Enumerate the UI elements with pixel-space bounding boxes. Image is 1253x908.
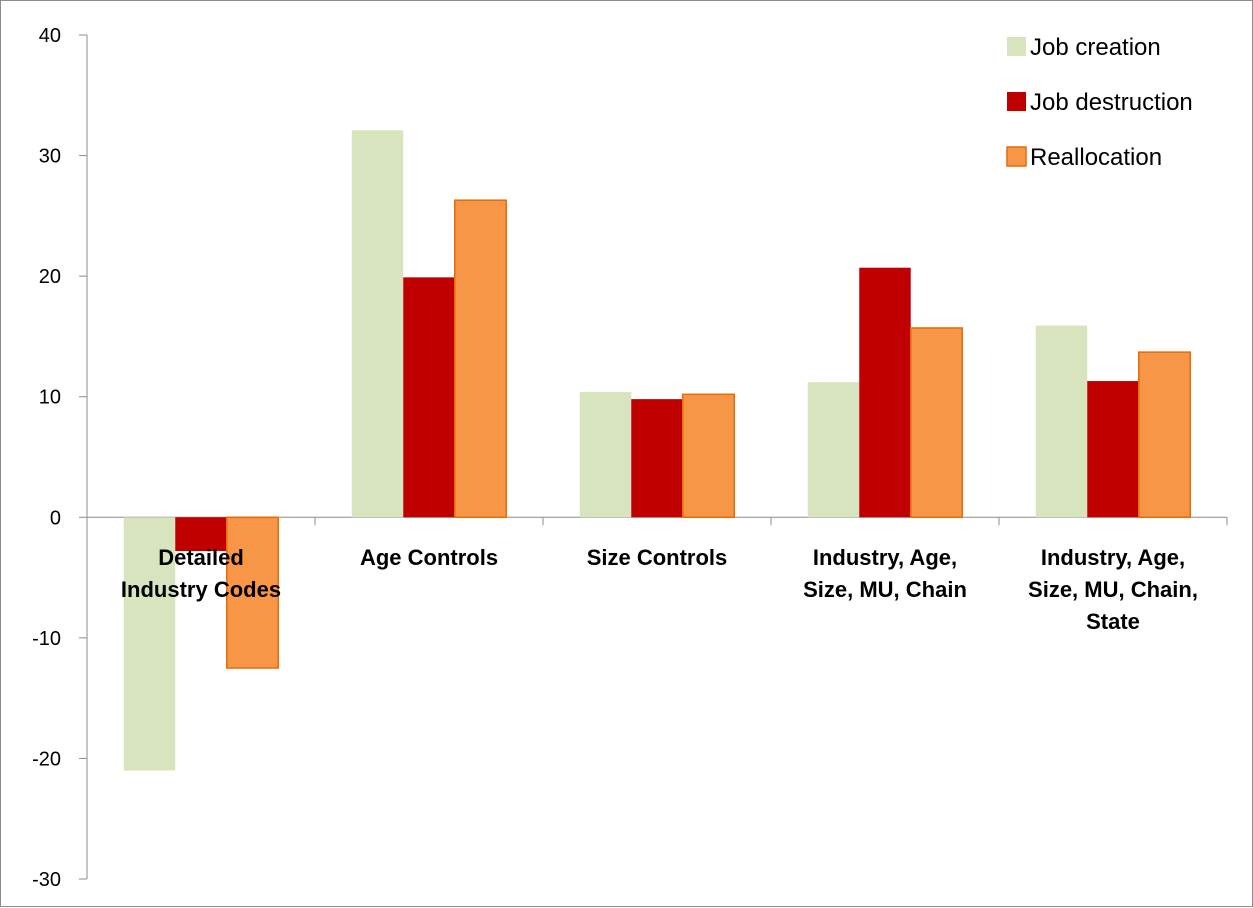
legend-label: Job creation <box>1030 34 1161 61</box>
bar-job-creation <box>1035 325 1088 518</box>
bar-job-creation <box>123 517 176 771</box>
y-tick-label: -30 <box>32 869 61 891</box>
category-label: Size, MU, Chain, <box>1028 577 1198 602</box>
bar-reallocation <box>910 327 963 519</box>
category-label: Industry, Age, <box>813 545 957 570</box>
bar-job-destruction <box>403 277 455 518</box>
bar-job-destruction <box>631 399 683 518</box>
bar-job-creation <box>579 391 632 518</box>
bars <box>123 130 1191 771</box>
category-label: Detailed <box>158 545 244 570</box>
bar-job-destruction <box>1087 381 1139 518</box>
category-label: Industry, Age, <box>1041 545 1185 570</box>
category-label: Age Controls <box>360 545 498 570</box>
y-tick-label: 10 <box>39 387 61 409</box>
bar-reallocation <box>1138 351 1191 519</box>
bar-job-destruction <box>859 267 911 518</box>
y-tick-label: 40 <box>39 25 61 47</box>
category-label: State <box>1086 609 1140 634</box>
legend: Job creation Job destruction Reallocation <box>1006 34 1193 171</box>
bar-reallocation <box>226 516 279 669</box>
y-tick-label: -10 <box>32 628 61 650</box>
bar-reallocation <box>682 393 735 519</box>
legend-label: Reallocation <box>1030 144 1162 171</box>
y-tick-label: 0 <box>50 507 61 529</box>
legend-swatch <box>1007 92 1026 111</box>
y-tick-label: -20 <box>32 748 61 770</box>
category-label: Size Controls <box>587 545 728 570</box>
y-tick-label: 30 <box>39 146 61 168</box>
y-tick-label: 20 <box>39 266 61 288</box>
bar-job-creation <box>351 130 404 518</box>
legend-label: Job destruction <box>1030 89 1193 116</box>
bar-job-destruction <box>175 517 227 552</box>
legend-swatch <box>1006 146 1027 167</box>
category-label: Size, MU, Chain <box>803 577 967 602</box>
category-labels: Detailed Industry Codes Age Controls Size C… <box>121 545 1198 634</box>
y-tick-labels: -30 -20 -10 0 10 20 30 40 <box>32 25 61 891</box>
bar-reallocation <box>454 199 507 519</box>
category-label: Industry Codes <box>121 577 281 602</box>
legend-swatch <box>1007 37 1026 56</box>
bar-job-creation <box>807 382 860 518</box>
